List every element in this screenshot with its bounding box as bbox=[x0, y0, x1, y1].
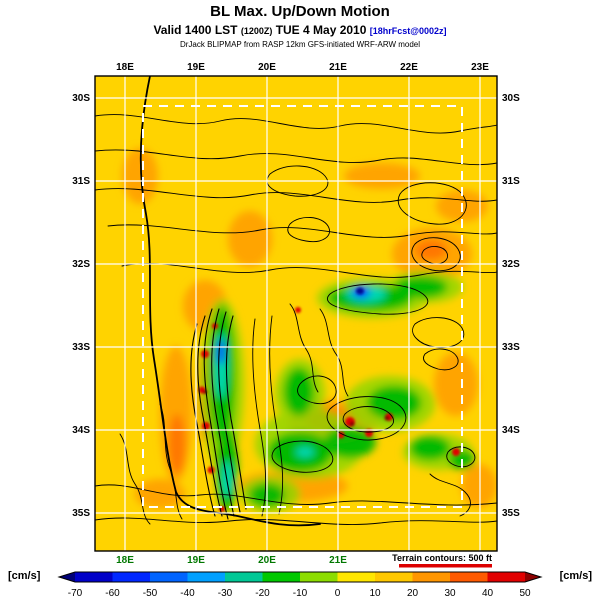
valid-time-line: Valid 1400 LST (1200Z) TUE 4 May 2010 [1… bbox=[0, 22, 600, 39]
colorbar-tick: -60 bbox=[105, 588, 120, 599]
colorbar-scale: -70 -60 -50 -40 -30 -20 -10 0 10 20 30 4… bbox=[57, 571, 543, 599]
axis-tick-label: 18E bbox=[116, 62, 134, 73]
terrain-contours bbox=[95, 76, 497, 527]
vertical-motion-field bbox=[95, 76, 497, 551]
colorbar-tick: -10 bbox=[293, 588, 308, 599]
axis-tick-label: 35S bbox=[72, 508, 90, 519]
colorbar-tick: -40 bbox=[180, 588, 195, 599]
valid-date: TUE 4 May 2010 bbox=[275, 23, 367, 37]
valid-prefix: Valid 1400 LST bbox=[153, 23, 238, 37]
colorbar-tick: -20 bbox=[255, 588, 270, 599]
model-domain-boundary bbox=[142, 105, 463, 508]
colorbar-tick: 0 bbox=[335, 588, 341, 599]
map-figure: 18E 19E 20E 21E 22E 23E 30S 31S 32S 33S … bbox=[72, 62, 520, 568]
axis-tick-label: 34S bbox=[72, 425, 90, 436]
top-axis-labels: 18E 19E 20E 21E 22E 23E bbox=[116, 62, 489, 73]
terrain-note-underline bbox=[399, 564, 492, 568]
axis-tick-label: 35S bbox=[502, 508, 520, 519]
page-title: BL Max. Up/Down Motion bbox=[210, 3, 390, 20]
header: BL Max. Up/Down Motion Valid 1400 LST (1… bbox=[0, 2, 600, 50]
colorbar-tick: -30 bbox=[218, 588, 233, 599]
axis-tick-label: 34S bbox=[502, 425, 520, 436]
graticule bbox=[95, 76, 497, 551]
axis-tick-label: 20E bbox=[258, 555, 276, 566]
forecast-init-label: [18hrFcst@0002z] bbox=[369, 26, 447, 36]
axis-tick-label: 19E bbox=[187, 555, 205, 566]
colorbar-unit-left: [cm/s] bbox=[8, 570, 41, 582]
colorbar-tick: -70 bbox=[68, 588, 83, 599]
axis-tick-label: 31S bbox=[72, 176, 90, 187]
colorbar-outline bbox=[57, 571, 543, 583]
bottom-axis-labels: 18E 19E 20E 21E bbox=[116, 555, 347, 566]
axis-tick-label: 23E bbox=[471, 62, 489, 73]
map-frame bbox=[94, 75, 498, 552]
axis-tick-label: 33S bbox=[72, 342, 90, 353]
colorbar-tick: 50 bbox=[519, 588, 531, 599]
axis-tick-label: 22E bbox=[400, 62, 418, 73]
colorbar-tick: 40 bbox=[482, 588, 494, 599]
colorbar-tick: 10 bbox=[369, 588, 381, 599]
axis-tick-label: 30S bbox=[502, 93, 520, 104]
colorbar-right-arrow bbox=[525, 572, 541, 582]
terrain-contour-note: Terrain contours: 500 ft bbox=[392, 553, 492, 563]
axis-tick-label: 30S bbox=[72, 93, 90, 104]
axis-tick-label: 31S bbox=[502, 176, 520, 187]
model-source-line: DrJack BLIPMAP from RASP 12km GFS-initia… bbox=[179, 40, 421, 49]
colorbar-unit-right: [cm/s] bbox=[559, 570, 592, 582]
colorbar-tick-labels: -70 -60 -50 -40 -30 -20 -10 0 10 20 30 4… bbox=[68, 588, 531, 599]
axis-tick-label: 20E bbox=[258, 62, 276, 73]
colorbar-segments bbox=[75, 572, 525, 582]
axis-tick-label: 32S bbox=[502, 259, 520, 270]
colorbar-tick: -50 bbox=[143, 588, 158, 599]
axis-tick-label: 33S bbox=[502, 342, 520, 353]
coastline bbox=[139, 76, 321, 527]
colorbar-tick: 30 bbox=[444, 588, 456, 599]
right-axis-labels: 30S 31S 32S 33S 34S 35S bbox=[502, 93, 520, 519]
axis-tick-label: 21E bbox=[329, 62, 347, 73]
colorbar-left-arrow bbox=[59, 572, 75, 582]
colorbar: [cm/s] -70 -60 -50 bbox=[0, 568, 600, 600]
axis-tick-label: 19E bbox=[187, 62, 205, 73]
axis-tick-label: 18E bbox=[116, 555, 134, 566]
left-axis-labels: 30S 31S 32S 33S 34S 35S bbox=[72, 93, 90, 519]
colorbar-tick: 20 bbox=[407, 588, 419, 599]
axis-tick-label: 21E bbox=[329, 555, 347, 566]
axis-tick-label: 32S bbox=[72, 259, 90, 270]
valid-zulu: (1200Z) bbox=[240, 26, 273, 36]
